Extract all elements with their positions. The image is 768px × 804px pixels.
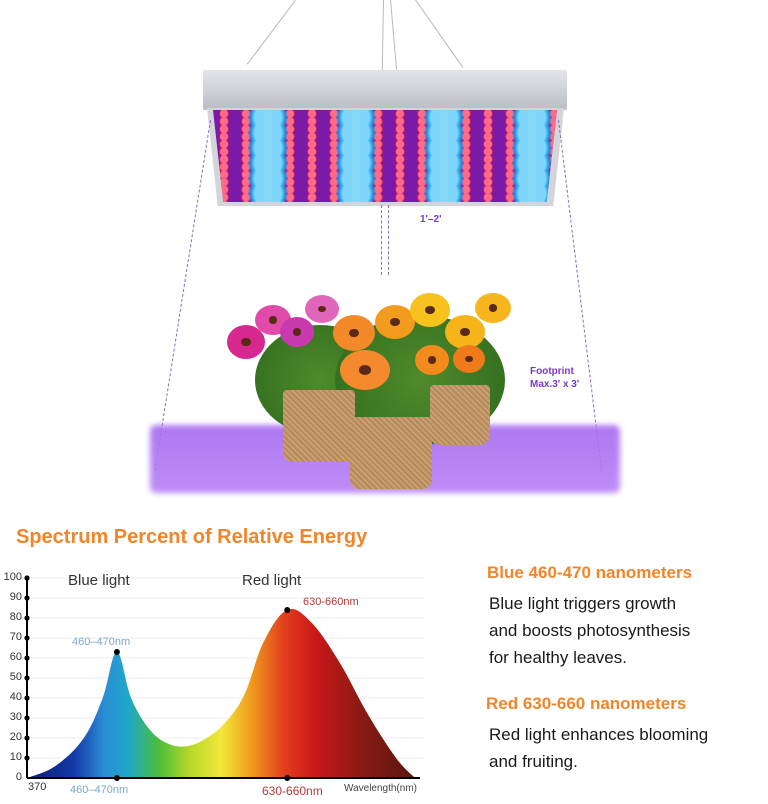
chart-title: Spectrum Percent of Relative Energy <box>16 526 368 548</box>
spectrum-chart-plot <box>24 575 425 781</box>
x-axis-label: Wavelength(nm) <box>344 783 417 794</box>
red-description-line2: and fruiting. <box>489 752 578 771</box>
y-axis-ticks <box>24 575 30 761</box>
y-tick-label: 80 <box>9 611 22 623</box>
series-label-red: Red light <box>242 572 302 589</box>
peak-marker <box>284 775 291 781</box>
projection-line-left <box>154 120 211 471</box>
flower-pots-icon <box>225 285 535 490</box>
grow-light-illustration: 1'–2' Footprint Max.3' x 3' <box>150 0 620 493</box>
peak-markers <box>113 607 291 781</box>
hanging-wire-icon <box>381 0 384 71</box>
peak-marker <box>113 775 120 781</box>
peak-label-blue: 460–470nm <box>72 636 131 648</box>
x-tick-label-blue: 460–470nm <box>70 784 129 796</box>
red-heading: Red 630-660 nanometers <box>486 694 687 713</box>
blue-description-line2: and boosts photosynthesis <box>489 621 691 640</box>
hanging-height-label: 1'–2' <box>420 214 442 225</box>
footprint-label-line2: Max.3' x 3' <box>530 379 580 390</box>
peak-marker <box>284 607 291 613</box>
red-description-line1: Red light enhances blooming <box>489 725 709 744</box>
y-tick-label: 90 <box>9 591 22 603</box>
spectrum-chart: 0 10 20 30 40 50 60 70 80 90 100 Blue light Red li… <box>0 570 440 799</box>
projection-line-center-2 <box>388 205 389 275</box>
y-tick-label: 10 <box>9 751 22 763</box>
x-tick-label-red: 630-660nm <box>262 784 323 798</box>
peak-marker <box>113 649 120 655</box>
blue-description: Blue light triggers growth and boosts ph… <box>489 590 768 671</box>
y-tick-label: 70 <box>9 631 22 643</box>
blue-description-line3: for healthy leaves. <box>489 648 627 667</box>
blue-heading: Blue 460-470 nanometers <box>487 563 693 582</box>
projection-line-center <box>381 205 382 275</box>
footprint-label-line1: Footprint <box>530 366 574 377</box>
projection-line-right <box>558 119 603 473</box>
hanging-wire-icon <box>246 0 296 65</box>
series-label-blue: Blue light <box>68 572 130 589</box>
y-tick-label: 100 <box>3 571 22 583</box>
y-tick-label: 60 <box>9 651 22 663</box>
y-tick-label: 30 <box>9 711 22 723</box>
blue-led-array-icon <box>213 110 557 202</box>
hanging-wire-icon <box>415 0 464 68</box>
hanging-wire-icon <box>390 0 398 70</box>
spectrum-area <box>27 608 415 778</box>
peak-label-red: 630-660nm <box>303 596 359 608</box>
y-tick-label: 50 <box>9 671 22 683</box>
led-panel-frame <box>203 70 567 110</box>
y-tick-label: 20 <box>9 731 22 743</box>
blue-description-line1: Blue light triggers growth <box>489 594 677 613</box>
footprint-label: Footprint Max.3' x 3' <box>530 365 579 391</box>
red-description: Red light enhances blooming and fruiting… <box>489 721 768 775</box>
y-tick-label: 40 <box>9 691 22 703</box>
x-tick-label-370: 370 <box>28 781 47 793</box>
y-tick-label: 0 <box>15 771 22 783</box>
